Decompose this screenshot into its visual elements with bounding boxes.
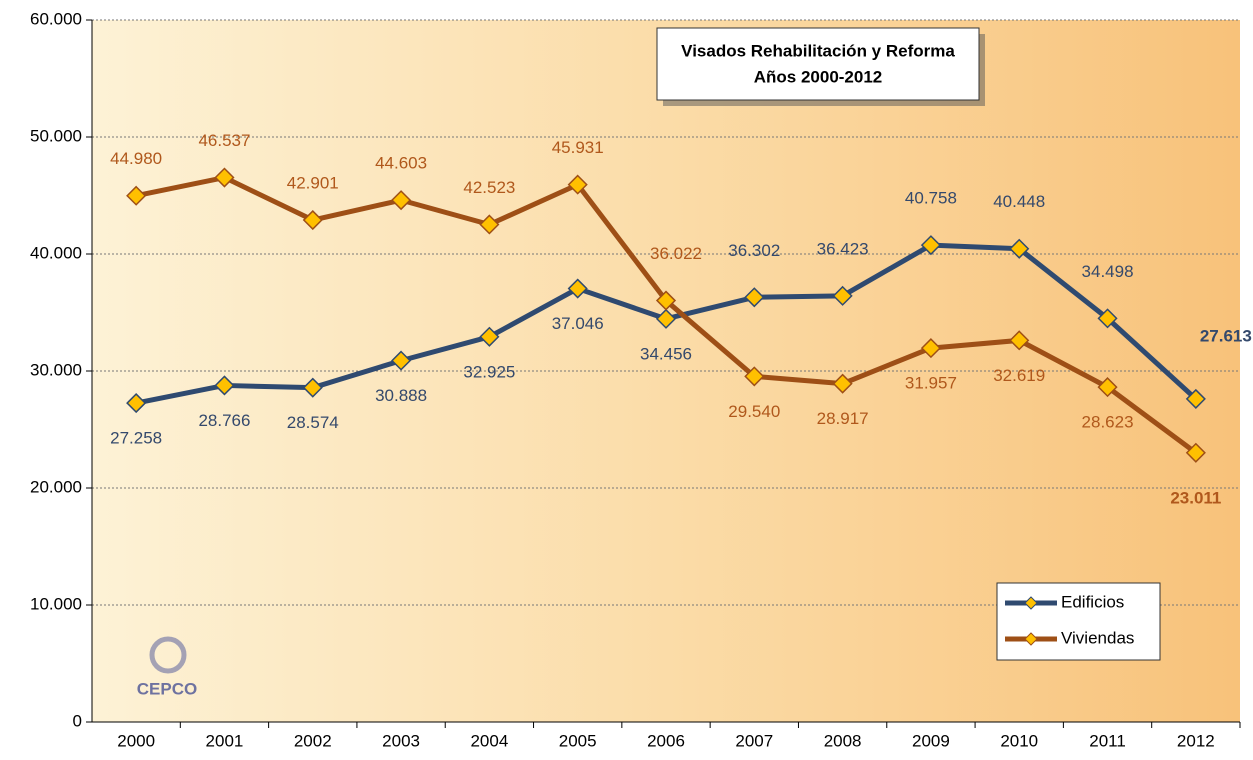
marker (1185, 388, 1206, 409)
x-tick-label: 2011 (1089, 731, 1126, 750)
x-tick-label: 2000 (117, 731, 155, 750)
data-label: 27.613 (1200, 326, 1252, 345)
data-label: 36.302 (728, 241, 780, 260)
marker (567, 174, 588, 195)
marker (655, 290, 677, 311)
marker (302, 377, 323, 398)
marker (126, 393, 147, 414)
marker (1009, 330, 1030, 351)
marker (832, 373, 853, 394)
marker (1009, 238, 1030, 259)
data-label: 36.022 (650, 244, 702, 263)
data-label: 28.766 (198, 411, 250, 430)
data-label: 46.537 (198, 131, 250, 150)
data-label: 23.011 (1170, 488, 1221, 507)
legend-label: Viviendas (1061, 628, 1134, 647)
x-tick-label: 2007 (735, 731, 773, 750)
marker (391, 350, 412, 371)
marker (655, 308, 677, 329)
y-tick-label: 20.000 (30, 477, 82, 496)
y-tick-label: 60.000 (30, 9, 82, 28)
marker (744, 366, 765, 387)
data-label: 34.498 (1082, 262, 1134, 281)
data-label: 45.931 (552, 138, 604, 157)
marker (479, 326, 500, 347)
marker (1185, 442, 1206, 463)
marker (567, 278, 588, 299)
data-label: 28.623 (1082, 413, 1134, 432)
y-tick-label: 40.000 (30, 243, 82, 262)
marker (1097, 308, 1118, 329)
y-tick-label: 0 (73, 711, 82, 730)
y-tick-label: 10.000 (30, 594, 82, 613)
legend-label: Edificios (1061, 592, 1124, 611)
data-label: 44.980 (110, 149, 162, 168)
data-label: 37.046 (552, 314, 604, 333)
marker (920, 235, 941, 256)
x-tick-label: 2009 (912, 731, 950, 750)
data-label: 42.523 (463, 178, 515, 197)
marker (832, 285, 853, 306)
title-box (656, 27, 980, 101)
data-label: 32.925 (463, 362, 515, 381)
legend-marker (1024, 632, 1038, 646)
x-tick-label: 2005 (559, 731, 597, 750)
data-label: 27.258 (110, 429, 162, 448)
marker (920, 338, 941, 359)
data-label: 29.540 (728, 402, 780, 421)
logo-text: CEPCO (137, 679, 197, 698)
y-tick-label: 50.000 (30, 126, 82, 145)
x-tick-label: 2002 (294, 731, 332, 750)
x-tick-label: 2004 (470, 731, 508, 750)
data-label: 30.888 (375, 386, 427, 405)
data-label: 42.901 (287, 174, 339, 193)
data-label: 34.456 (640, 344, 692, 363)
data-label: 28.917 (817, 409, 869, 428)
data-label: 32.619 (993, 366, 1045, 385)
x-tick-label: 2010 (1000, 731, 1038, 750)
marker (214, 167, 235, 188)
x-tick-label: 2012 (1177, 731, 1215, 750)
marker (479, 214, 500, 235)
marker (1097, 377, 1118, 398)
data-label: 36.423 (817, 239, 869, 258)
marker (214, 375, 235, 396)
chart-subtitle: Años 2000-2012 (754, 67, 883, 86)
marker (744, 287, 765, 308)
legend-box (996, 582, 1161, 661)
x-tick-label: 2006 (647, 731, 685, 750)
data-label: 40.758 (905, 189, 957, 208)
y-tick-label: 30.000 (30, 360, 82, 379)
x-tick-label: 2001 (206, 731, 244, 750)
x-tick-label: 2003 (382, 731, 420, 750)
marker (126, 185, 147, 206)
data-label: 44.603 (375, 154, 427, 173)
marker (302, 209, 323, 231)
data-label: 31.957 (905, 374, 957, 393)
x-tick-label: 2008 (824, 731, 862, 750)
data-label: 28.574 (287, 413, 339, 432)
logo: CEPCO (137, 636, 197, 698)
data-label: 40.448 (993, 192, 1045, 211)
chart-title: Visados Rehabilitación y Reforma (681, 41, 955, 60)
marker (391, 190, 412, 211)
legend-marker (1024, 596, 1038, 610)
